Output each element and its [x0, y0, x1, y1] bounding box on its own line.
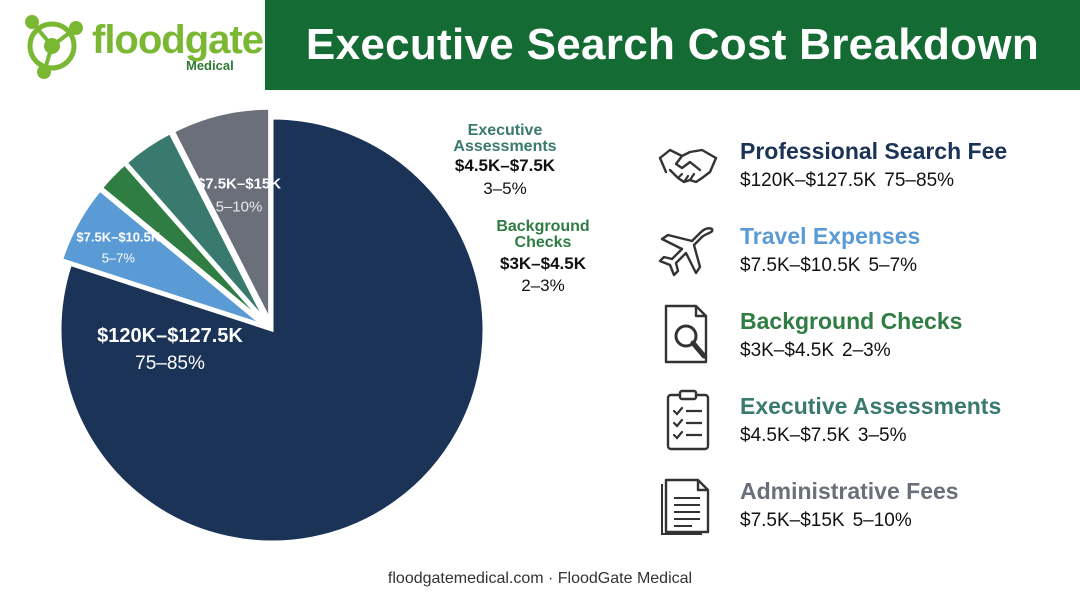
pie-slice-administrative-fees [171, 106, 272, 321]
legend-item-administrative-fees: Administrative Fees $7.5K–$15K 5–10% [656, 468, 1076, 538]
legend-pct: 75–85% [884, 170, 955, 191]
pie-label-range-travel-expenses: $7.5K–$10.5K [76, 230, 160, 245]
molecule-logo-icon [25, 15, 83, 79]
title-bar: Executive Search Cost Breakdown [265, 0, 1080, 90]
legend-name: Administrative Fees [740, 478, 959, 504]
legend-item-professional-search-fee: Professional Search Fee $120K–$127.5K 75–… [656, 128, 1076, 198]
document-search-icon [664, 304, 708, 364]
legend-pct: 5–7% [868, 255, 918, 276]
page-title: Executive Search Cost Breakdown [305, 20, 1040, 69]
pie-label-pct-administrative-fees: 5–10% [216, 198, 263, 215]
legend-value: $4.5K–$7.5K 3–5% [740, 425, 914, 447]
pie-label-range-professional-search-fee: $120K–$127.5K [97, 325, 243, 347]
legend-name: Background Checks [740, 308, 963, 334]
legend-value: $120K–$127.5K 75–85% [740, 170, 962, 192]
pie-slice-professional-search-fee [58, 116, 486, 544]
pie-slice-travel-expenses [59, 187, 265, 327]
legend-pct: 5–10% [852, 510, 912, 531]
airplane-icon [658, 227, 714, 277]
pie-label-pct-professional-search-fee: 75–85% [135, 353, 205, 374]
logo: floodgate Medical [0, 0, 265, 90]
legend-pct: 2–3% [842, 340, 891, 361]
legend-value: $7.5K–$15K 5–10% [740, 510, 920, 532]
legend-name: Professional Search Fee [740, 138, 1008, 164]
legend-range: $4.5K–$7.5K [740, 425, 850, 446]
document-lines-icon [661, 478, 710, 535]
outside-label-range-background-checks: $3K–$4.5K [500, 254, 587, 273]
header: floodgate Medical Executive Search Cost … [0, 0, 1080, 90]
pie-label-pct-travel-expenses: 5–7% [102, 251, 136, 266]
outside-label-name-background-checks: Checks [515, 234, 572, 251]
footer: floodgatemedical.com · FloodGate Medical [387, 570, 693, 587]
pie-slice-executive-assessments [124, 130, 268, 323]
legend-name: Executive Assessments [740, 393, 1002, 419]
legend-item-executive-assessments: Executive Assessments $4.5K–$7.5K 3–5% [656, 383, 1076, 453]
legend-name: Travel Expenses [740, 223, 921, 249]
outside-label-name-background-checks: Background [496, 218, 589, 235]
outside-label-pct-executive-assessments: 3–5% [483, 179, 526, 198]
legend-pct: 3–5% [857, 425, 907, 446]
outside-label-pct-background-checks: 2–3% [521, 276, 564, 295]
legend-value: $3K–$4.5K 2–3% [740, 340, 899, 362]
outside-label-range-executive-assessments: $4.5K–$7.5K [455, 156, 556, 175]
outside-label-name-executive-assessments: Assessments [453, 138, 556, 155]
handshake-icon [658, 148, 718, 184]
brand-name: floodgate [92, 18, 264, 62]
legend-item-travel-expenses: Travel Expenses $7.5K–$10.5K 5–7% [656, 213, 1076, 283]
legend-range: $3K–$4.5K [740, 340, 835, 361]
pie-label-range-administrative-fees: $7.5K–$15K [197, 175, 281, 192]
brand-sub: Medical [186, 58, 234, 73]
outside-label-name-executive-assessments: Executive [468, 122, 543, 139]
legend-range: $7.5K–$10.5K [740, 255, 861, 276]
pie-chart: $120K–$127.5K 75–85% $7.5K–$10.5K 5–7% $7.5K… [58, 106, 590, 544]
pie-slice-background-checks [99, 161, 266, 325]
legend-item-background-checks: Background Checks $3K–$4.5K 2–3% [656, 298, 1076, 368]
clipboard-checklist-icon [666, 389, 710, 451]
legend-value: $7.5K–$10.5K 5–7% [740, 255, 925, 277]
legend-range: $7.5K–$15K [740, 510, 845, 531]
legend-range: $120K–$127.5K [740, 170, 877, 191]
